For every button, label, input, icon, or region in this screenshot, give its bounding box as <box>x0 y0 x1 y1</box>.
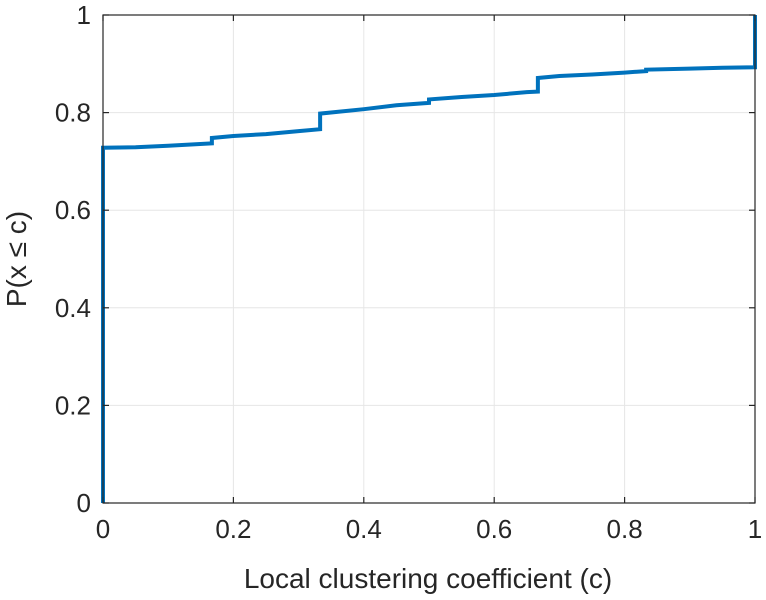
x-tick-label: 0 <box>96 514 110 544</box>
x-tick-label: 0.6 <box>476 514 512 544</box>
y-tick-label: 1 <box>77 0 91 30</box>
y-tick-label: 0.8 <box>55 98 91 128</box>
axes <box>102 14 756 504</box>
plot-box <box>102 14 756 504</box>
x-axis-label: Local clustering coefficient (c) <box>244 563 612 594</box>
y-tick-label: 0.2 <box>55 390 91 420</box>
y-tick-label: 0 <box>77 488 91 518</box>
y-axis-label: P(x ≤ c) <box>1 211 32 307</box>
x-tick-label: 0.4 <box>346 514 382 544</box>
y-tick-label: 0.6 <box>55 195 91 225</box>
series-layer <box>101 15 757 503</box>
ecdf-series-line <box>101 15 757 503</box>
x-tick-label: 1 <box>748 514 762 544</box>
x-tick-label: 0.8 <box>607 514 643 544</box>
tick-labels: 0 0.2 0.4 0.6 0.8 1 0 0.2 0.4 0.6 0.8 1 <box>55 0 762 544</box>
x-tick-label: 0.2 <box>215 514 251 544</box>
y-tick-label: 0.4 <box>55 293 91 323</box>
grid <box>103 15 755 503</box>
